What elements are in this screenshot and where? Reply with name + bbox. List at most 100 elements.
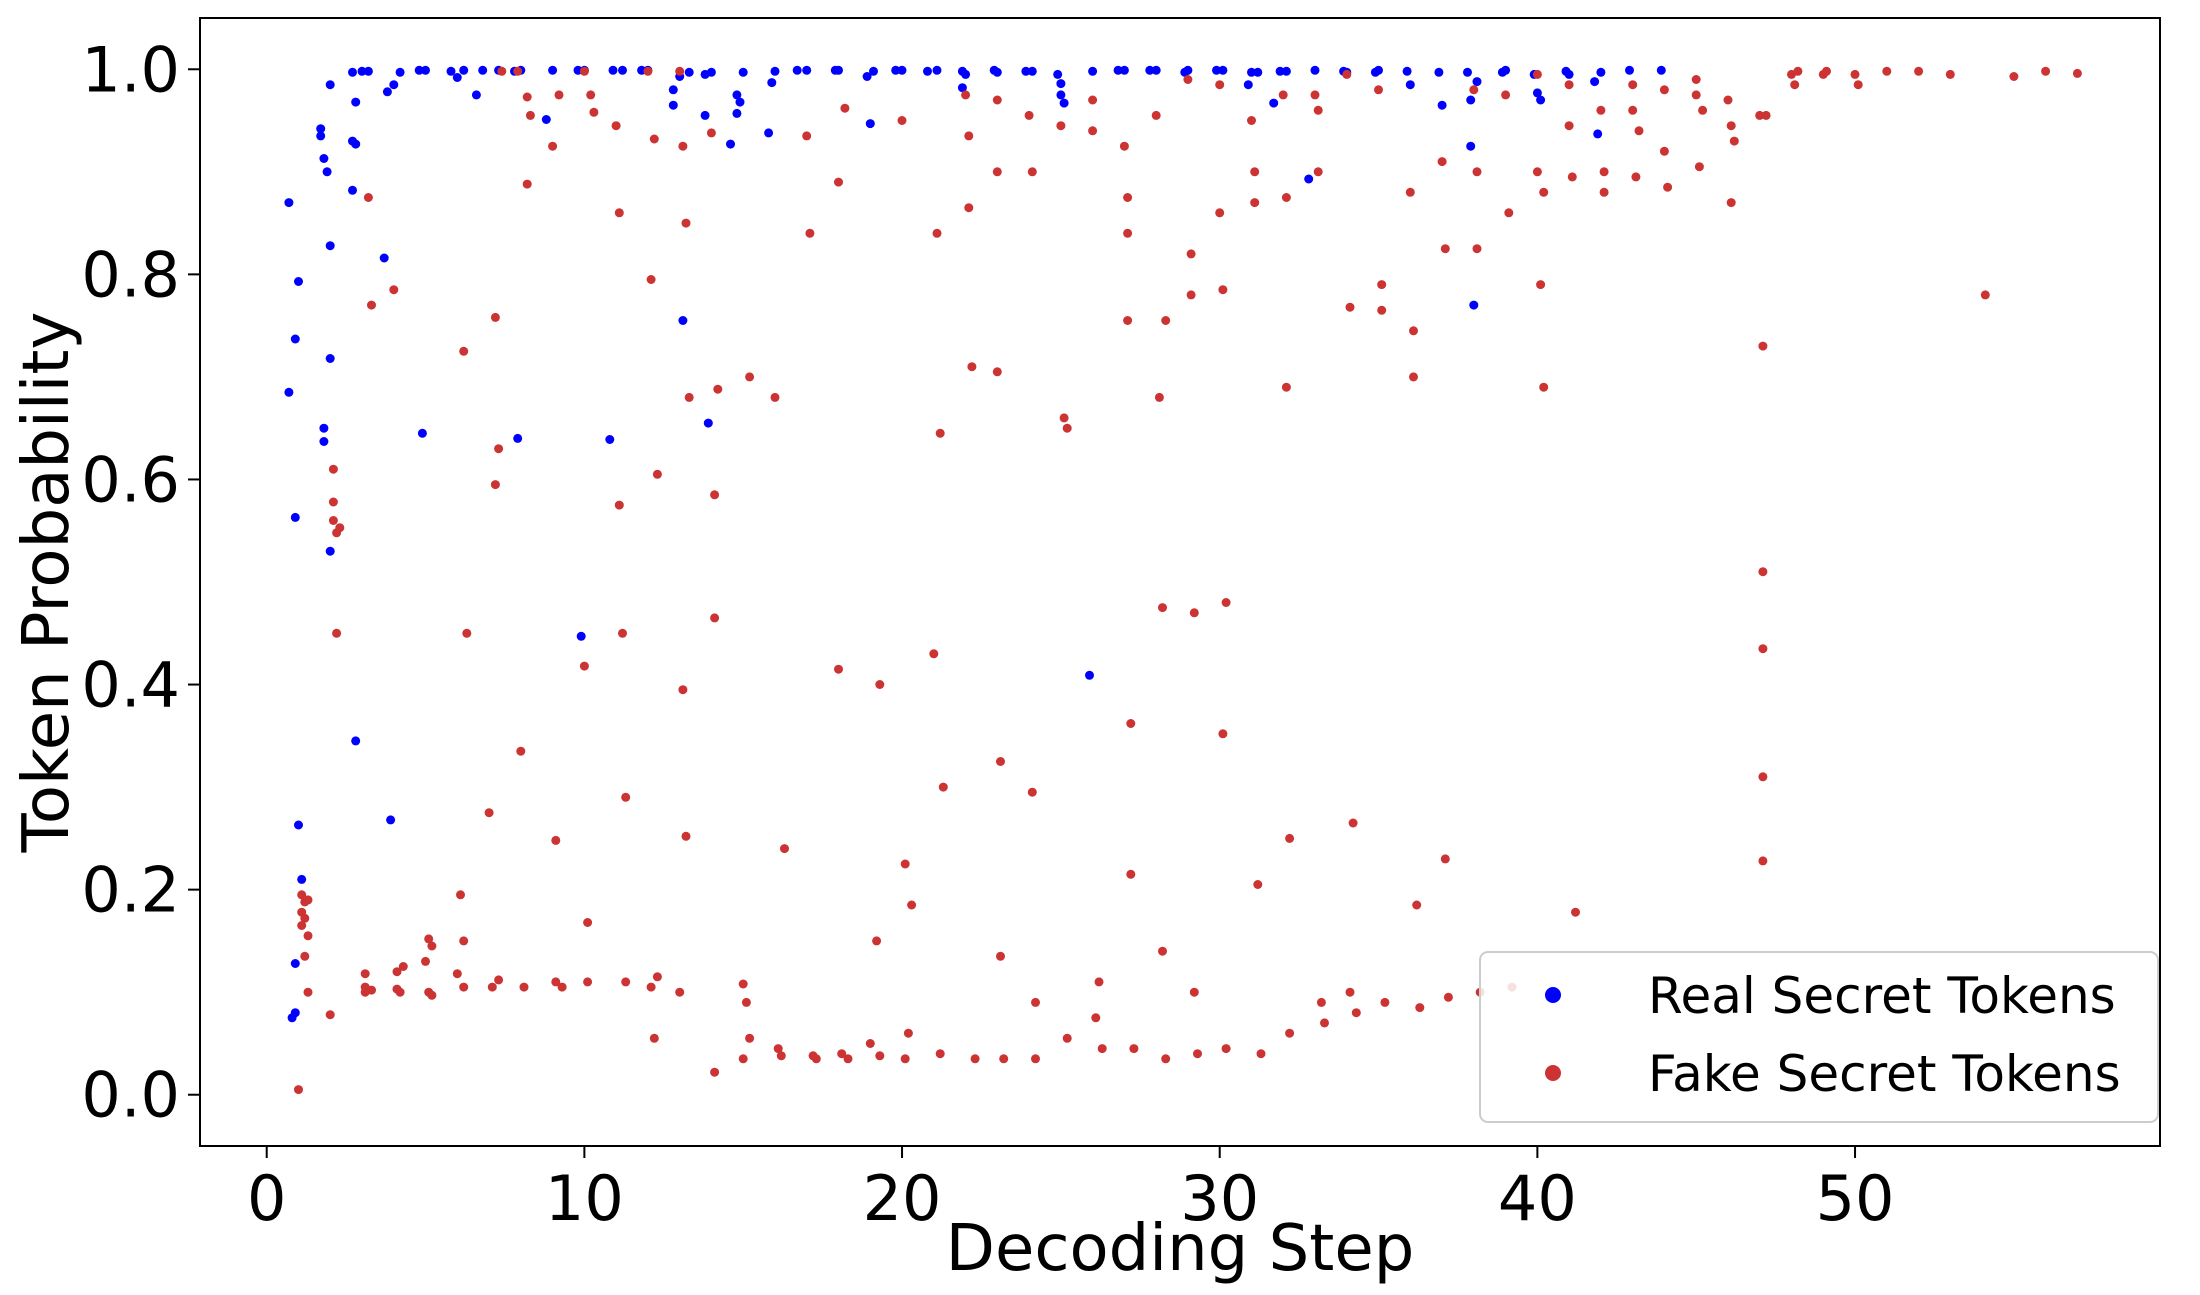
data-point [414,65,424,75]
data-point [875,1051,885,1061]
data-point [367,300,376,310]
data-point [1663,182,1673,192]
data-point [1599,187,1609,197]
data-point [1758,856,1768,866]
data-point [452,73,462,82]
data-point [706,128,716,138]
data-point [1822,66,1831,76]
data-point [297,921,307,930]
data-point [462,628,472,638]
data-point [649,134,659,144]
data-point [1472,244,1482,254]
data-point [1269,98,1279,108]
data-point [1729,136,1739,146]
data-point [363,66,373,76]
data-point [316,131,326,141]
data-point [1091,1013,1101,1023]
data-point [1275,66,1285,76]
data-point [1119,141,1129,151]
legend-marker-real [1545,987,1561,1003]
data-point [1285,833,1295,843]
data-point [1914,66,1924,76]
data-point [1059,98,1069,108]
data-point [1320,1018,1329,1028]
data-point [516,746,526,756]
data-point [2072,68,2082,78]
data-point [1793,66,1803,76]
data-point [2041,66,2051,76]
data-point [608,65,618,75]
data-point [907,900,917,910]
data-point [938,782,948,792]
data-point [548,65,558,75]
data-point [652,469,662,479]
data-point [421,65,430,75]
data-point [681,218,691,228]
data-point [745,1033,755,1043]
fake-secret-tokens-series [294,66,2082,1095]
data-point [1755,110,1765,120]
data-point [837,1049,847,1059]
y-tick-label: 0.0 [81,1059,180,1132]
data-point [964,131,974,141]
data-point [395,67,405,77]
data-point [1656,65,1666,75]
data-point [490,480,500,490]
data-point [1253,880,1263,889]
data-point [576,631,586,641]
y-tick-label: 0.2 [81,854,180,927]
data-point [1758,772,1768,782]
data-point [1088,126,1098,136]
data-point [605,435,615,444]
data-point [1189,608,1199,618]
data-point [300,951,310,961]
data-point [1256,1049,1266,1059]
data-point [478,65,488,75]
data-point [1031,997,1040,1007]
data-point [1345,302,1355,312]
data-point [834,177,843,187]
data-point [1504,208,1514,218]
data-point [732,108,742,118]
data-point [992,95,1002,105]
data-point [614,208,624,218]
data-point [967,362,977,372]
y-axis: 0.0 0.2 0.4 0.6 0.8 1.0 [81,33,200,1132]
data-point [1031,1054,1040,1064]
data-point [1758,341,1768,351]
x-axis-label: Decoding Step [946,1212,1415,1286]
data-point [1123,228,1133,238]
data-point [964,203,974,213]
data-point [1281,382,1291,392]
data-point [284,198,294,208]
data-point [1466,141,1476,151]
data-point [284,387,294,397]
data-point [1463,67,1472,77]
data-point [351,139,361,149]
data-point [1313,167,1323,177]
data-point [1126,869,1136,879]
data-point [382,87,392,97]
data-point [897,65,907,75]
data-point [1434,67,1444,77]
data-point [325,354,335,363]
data-point [1402,66,1412,76]
data-point [1097,1044,1107,1054]
data-point [614,500,624,510]
data-point [1123,193,1133,202]
data-point [1758,644,1768,654]
data-point [294,1085,303,1095]
data-point [668,100,678,110]
data-point [1053,69,1063,79]
data-point [1726,121,1736,131]
data-point [328,516,338,525]
data-point [1850,69,1860,79]
data-point [1564,121,1574,131]
data-point [1593,129,1603,139]
data-point [583,918,593,927]
data-point [1278,90,1288,100]
data-point [325,546,335,556]
x-tick-label: 10 [545,1162,624,1235]
data-point [351,97,361,107]
data-point [1440,244,1450,254]
